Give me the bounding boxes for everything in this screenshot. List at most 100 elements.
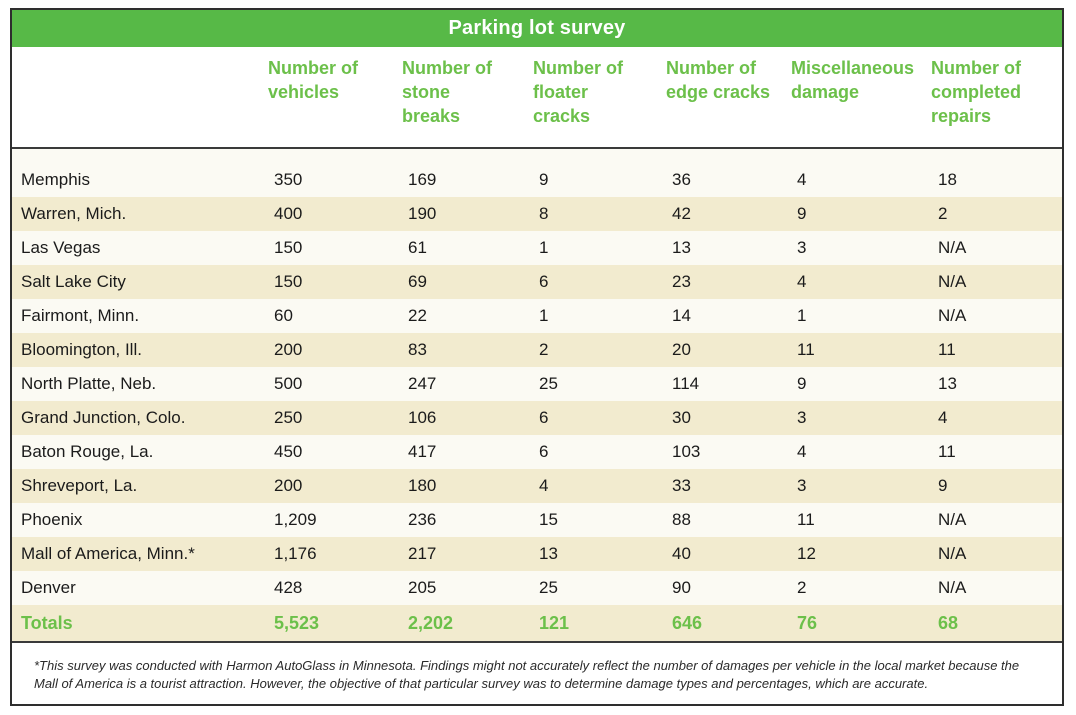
completed-repairs-cell: N/A <box>938 272 967 291</box>
misc-damage-cell: 12 <box>797 544 816 563</box>
stone-breaks-cell: 205 <box>408 578 437 597</box>
footnote: *This survey was conducted with Harmon A… <box>12 641 1062 704</box>
total-completed-repairs: 68 <box>938 613 959 633</box>
misc-damage-cell: 4 <box>797 170 807 189</box>
stone-breaks-cell: 22 <box>408 306 427 325</box>
stone-breaks-cell: 417 <box>408 442 437 461</box>
vehicles-cell: 350 <box>274 170 303 189</box>
vehicles-cell: 60 <box>274 306 293 325</box>
misc-damage-cell: 4 <box>797 442 807 461</box>
stone-breaks-cell: 236 <box>408 510 437 529</box>
table-row: Shreveport, La. 200 180 4 33 3 9 <box>12 469 1062 503</box>
city-cell: Las Vegas <box>21 238 101 257</box>
completed-repairs-cell: 11 <box>938 442 956 461</box>
column-header-row: Number of vehicles Number of stone break… <box>12 47 1062 149</box>
column-header-stone-breaks: Number of stone breaks <box>402 58 492 126</box>
vehicles-cell: 1,209 <box>274 510 317 529</box>
misc-damage-cell: 11 <box>797 340 815 359</box>
floater-cracks-cell: 13 <box>539 544 558 563</box>
stone-breaks-cell: 247 <box>408 374 437 393</box>
floater-cracks-cell: 9 <box>539 170 549 189</box>
table-row: Phoenix 1,209 236 15 88 11 N/A <box>12 503 1062 537</box>
table-row: Grand Junction, Colo. 250 106 6 30 3 4 <box>12 401 1062 435</box>
table-row: Las Vegas 150 61 1 13 3 N/A <box>12 231 1062 265</box>
stone-breaks-cell: 83 <box>408 340 427 359</box>
total-vehicles: 5,523 <box>274 613 320 633</box>
edge-cracks-cell: 20 <box>672 340 691 359</box>
completed-repairs-cell: 11 <box>938 340 956 359</box>
misc-damage-cell: 2 <box>797 578 807 597</box>
edge-cracks-cell: 30 <box>672 408 691 427</box>
edge-cracks-cell: 103 <box>672 442 701 461</box>
floater-cracks-cell: 6 <box>539 408 549 427</box>
table-row: Warren, Mich. 400 190 8 42 9 2 <box>12 197 1062 231</box>
edge-cracks-cell: 23 <box>672 272 691 291</box>
completed-repairs-cell: N/A <box>938 510 967 529</box>
floater-cracks-cell: 1 <box>539 238 549 257</box>
vehicles-cell: 250 <box>274 408 303 427</box>
city-cell: Memphis <box>21 170 90 189</box>
misc-damage-cell: 3 <box>797 476 807 495</box>
completed-repairs-cell: 13 <box>938 374 957 393</box>
totals-label: Totals <box>21 613 73 633</box>
floater-cracks-cell: 2 <box>539 340 549 359</box>
floater-cracks-cell: 4 <box>539 476 549 495</box>
total-edge-cracks: 646 <box>672 613 703 633</box>
vehicles-cell: 1,176 <box>274 544 317 563</box>
table-row: Memphis 350 169 9 36 4 18 <box>12 163 1062 197</box>
misc-damage-cell: 11 <box>797 510 815 529</box>
misc-damage-cell: 4 <box>797 272 807 291</box>
floater-cracks-cell: 6 <box>539 272 549 291</box>
vehicles-cell: 150 <box>274 272 303 291</box>
table-row: North Platte, Neb. 500 247 25 114 9 13 <box>12 367 1062 401</box>
table-row: Baton Rouge, La. 450 417 6 103 4 11 <box>12 435 1062 469</box>
edge-cracks-cell: 36 <box>672 170 691 189</box>
city-cell: Fairmont, Minn. <box>21 306 140 325</box>
edge-cracks-cell: 13 <box>672 238 691 257</box>
table-title: Parking lot survey <box>12 10 1062 47</box>
survey-table-frame: Parking lot survey Number of vehicles Nu… <box>10 8 1064 706</box>
city-cell: North Platte, Neb. <box>21 374 157 393</box>
table-row: Denver 428 205 25 90 2 N/A <box>12 571 1062 605</box>
city-cell: Bloomington, Ill. <box>21 340 142 359</box>
edge-cracks-cell: 33 <box>672 476 691 495</box>
vehicles-cell: 500 <box>274 374 303 393</box>
city-cell: Mall of America, Minn.* <box>21 544 195 563</box>
edge-cracks-cell: 90 <box>672 578 691 597</box>
vehicles-cell: 428 <box>274 578 303 597</box>
stone-breaks-cell: 61 <box>408 238 427 257</box>
total-floater-cracks: 121 <box>539 613 570 633</box>
completed-repairs-cell: N/A <box>938 306 967 325</box>
misc-damage-cell: 9 <box>797 204 807 223</box>
stone-breaks-cell: 180 <box>408 476 437 495</box>
vehicles-cell: 200 <box>274 476 303 495</box>
totals-row: Totals 5,523 2,202 121 646 76 68 <box>12 605 1062 641</box>
total-misc-damage: 76 <box>797 613 818 633</box>
floater-cracks-cell: 25 <box>539 374 558 393</box>
table-row: Bloomington, Ill. 200 83 2 20 11 11 <box>12 333 1062 367</box>
edge-cracks-cell: 88 <box>672 510 691 529</box>
floater-cracks-cell: 6 <box>539 442 549 461</box>
table-row: Salt Lake City 150 69 6 23 4 N/A <box>12 265 1062 299</box>
floater-cracks-cell: 25 <box>539 578 558 597</box>
column-header-edge-cracks: Number of edge cracks <box>666 58 771 102</box>
vehicles-cell: 150 <box>274 238 303 257</box>
vehicles-cell: 200 <box>274 340 303 359</box>
vehicles-cell: 450 <box>274 442 303 461</box>
total-stone-breaks: 2,202 <box>408 613 454 633</box>
city-cell: Shreveport, La. <box>21 476 138 495</box>
completed-repairs-cell: N/A <box>938 578 967 597</box>
edge-cracks-cell: 42 <box>672 204 691 223</box>
city-cell: Baton Rouge, La. <box>21 442 154 461</box>
stone-breaks-cell: 190 <box>408 204 437 223</box>
vehicles-cell: 400 <box>274 204 303 223</box>
floater-cracks-cell: 1 <box>539 306 549 325</box>
completed-repairs-cell: N/A <box>938 544 967 563</box>
city-cell: Denver <box>21 578 76 597</box>
completed-repairs-cell: N/A <box>938 238 967 257</box>
table-row: Fairmont, Minn. 60 22 1 14 1 N/A <box>12 299 1062 333</box>
stone-breaks-cell: 106 <box>408 408 437 427</box>
floater-cracks-cell: 8 <box>539 204 549 223</box>
city-cell: Phoenix <box>21 510 83 529</box>
stone-breaks-cell: 169 <box>408 170 437 189</box>
